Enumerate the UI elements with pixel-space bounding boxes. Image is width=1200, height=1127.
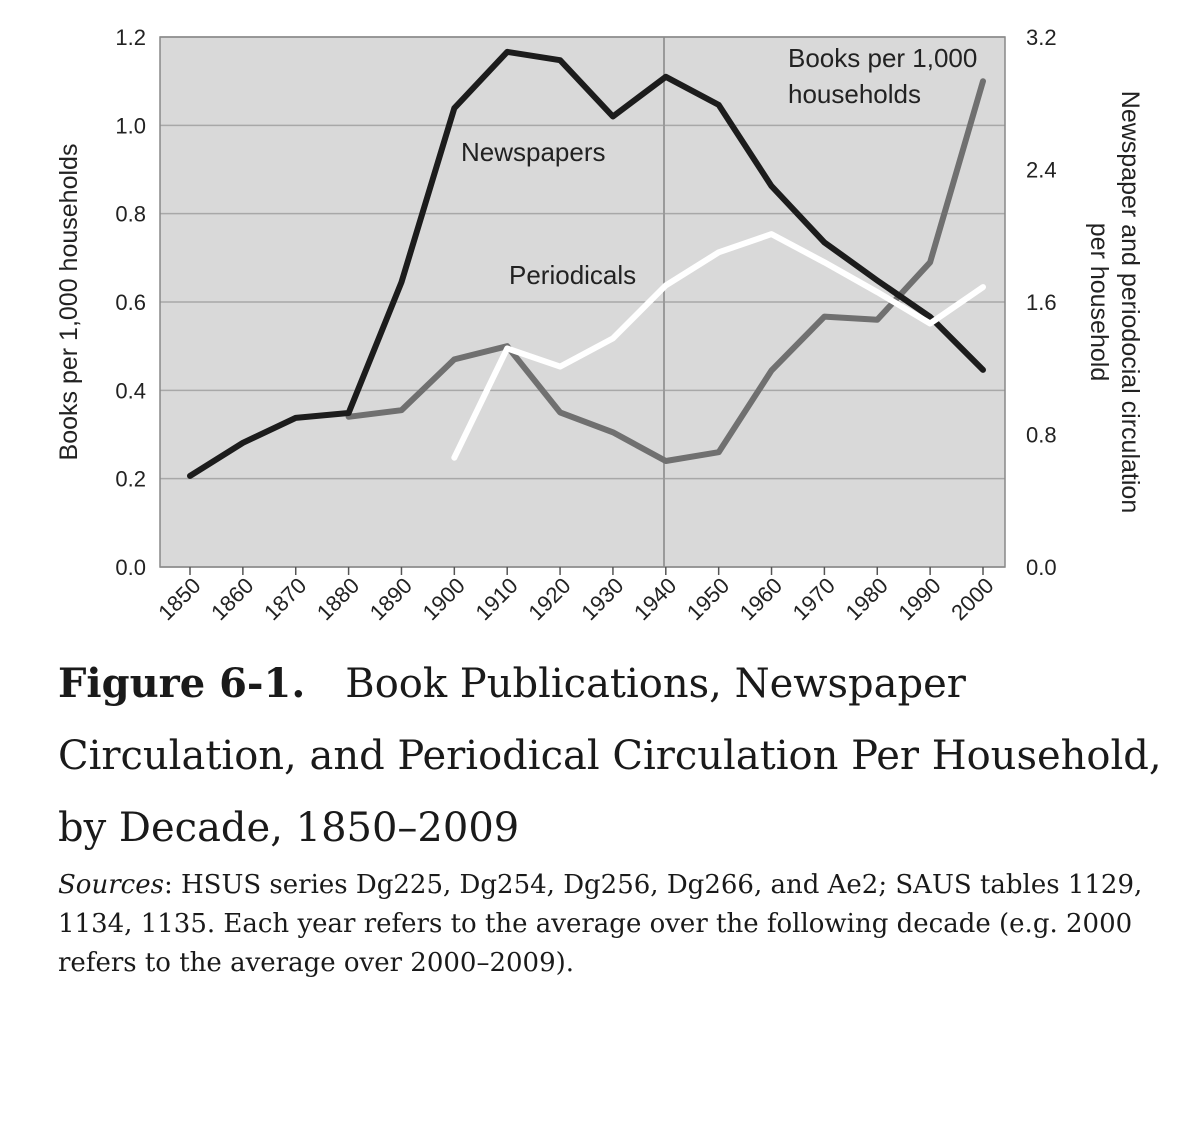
figure-caption-title: Figure 6-1. Book Publications, Newspaper … [58,648,1168,864]
x-tick-label: 1870 [259,573,311,625]
series-line-newspapers [187,48,986,479]
left-tick-label: 0.6 [115,290,146,315]
x-tick-label: 2000 [946,573,998,625]
left-axis-title: Books per 1,000 households [55,144,83,461]
x-tick-label: 1940 [629,573,681,625]
books-annotation-line1: Books per 1,000 [788,43,977,73]
x-tick-label: 1920 [523,573,575,625]
x-tick-label: 1930 [576,573,628,625]
x-tick-label: 1890 [365,573,417,625]
x-tick-label: 1980 [841,573,893,625]
right-axis-ticks: 0.0 0.8 1.6 2.4 3.2 [1026,25,1057,580]
series-line-periodicals [451,231,986,461]
x-tick-label: 1860 [206,573,258,625]
sources-lead: Sources [58,870,164,900]
sources-text: : HSUS series Dg225, Dg254, Dg256, Dg266… [58,870,1143,978]
x-tick-label: 1910 [470,573,522,625]
left-tick-label: 0.4 [115,378,146,403]
newspapers-annotation: Newspapers [461,137,606,167]
periodicals-annotation: Periodicals [509,260,636,290]
left-tick-label: 0.8 [115,202,146,227]
right-axis-title-line2: per household [1085,223,1113,381]
left-axis-ticks: 0.0 0.2 0.4 0.6 0.8 1.0 1.2 [115,25,146,580]
books-annotation-line2: households [788,79,921,109]
figure-title: Book Publications, Newspaper Circulation… [58,661,1162,851]
x-axis-ticks: 1850 1860 1870 1880 1890 1900 1910 1920 1930 1940… [153,567,999,625]
right-tick-label: 1.6 [1026,290,1057,315]
right-tick-label: 3.2 [1026,25,1057,50]
x-tick-label: 1950 [682,573,734,625]
x-tick-label: 1880 [312,573,364,625]
x-tick-label: 1850 [153,573,205,625]
x-tick-label: 1960 [735,573,787,625]
right-tick-label: 2.4 [1026,158,1057,183]
plot-frame [159,36,1006,568]
left-tick-label: 1.0 [115,113,146,138]
line-chart: 0.0 0.2 0.4 0.6 0.8 1.0 1.2 0.0 0.8 1.6 2.4 3.2 18… [55,25,1144,625]
figure-number: Figure 6-1. [58,660,306,707]
series-layer [187,48,986,479]
x-tick-label: 1990 [893,573,945,625]
left-tick-label: 1.2 [115,25,146,50]
x-tick-label: 1970 [788,573,840,625]
right-tick-label: 0.8 [1026,423,1057,448]
left-tick-label: 0.2 [115,467,146,492]
figure-sources: Sources: HSUS series Dg225, Dg254, Dg256… [58,866,1168,983]
x-tick-label: 1900 [418,573,470,625]
right-tick-label: 0.0 [1026,555,1057,580]
right-axis-title-line1: Newspaper and periodocial circulation [1116,91,1144,513]
series-line-books-per-1-000-households [345,78,986,464]
left-tick-label: 0.0 [115,555,146,580]
